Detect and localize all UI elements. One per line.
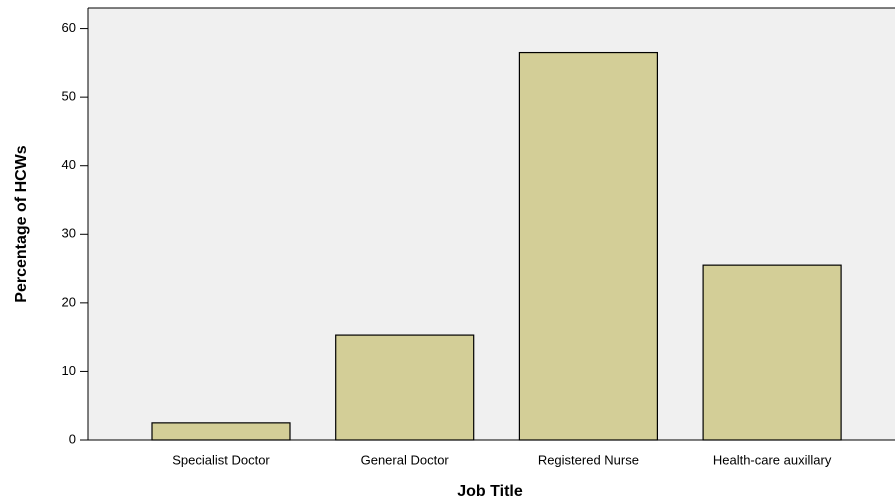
bar	[702, 264, 842, 441]
y-tick-label: 30	[62, 226, 76, 241]
y-tick-label: 20	[62, 294, 76, 309]
x-tick-label: Health-care auxillary	[713, 452, 832, 467]
y-tick-label: 50	[62, 89, 76, 104]
y-tick-label: 40	[62, 157, 76, 172]
bar	[335, 334, 475, 441]
y-axis-title: Percentage of HCWs	[13, 145, 30, 302]
x-tick-label: Specialist Doctor	[172, 452, 270, 467]
y-tick-label: 10	[62, 363, 76, 378]
bar	[518, 51, 659, 441]
x-axis-title: Job Title	[457, 483, 523, 500]
bar	[151, 422, 291, 441]
x-tick-label: Registered Nurse	[538, 452, 639, 467]
y-tick-label: 0	[69, 431, 76, 446]
x-tick-label: General Doctor	[361, 452, 450, 467]
y-tick-label: 60	[62, 20, 76, 35]
